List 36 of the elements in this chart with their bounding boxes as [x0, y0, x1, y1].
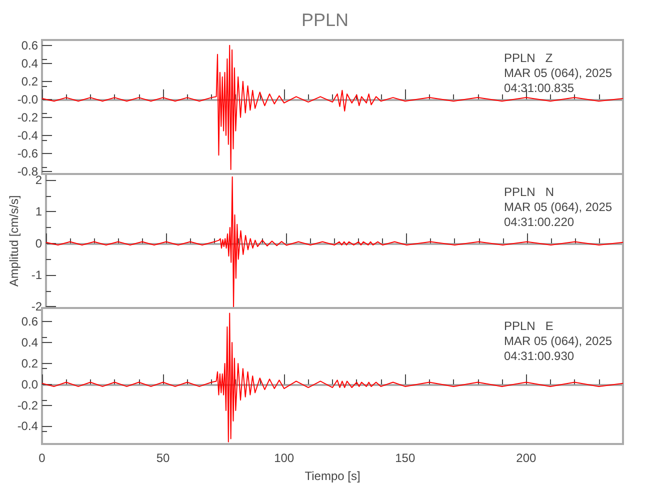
annotation: 04:31:00.930 [504, 349, 574, 363]
y-tick-label: 0.4 [21, 56, 38, 70]
y-tick-label: 0 [35, 236, 42, 250]
chart-title: PPLN [301, 10, 349, 30]
x-tick-label: 150 [395, 451, 416, 465]
x-tick-label: 200 [516, 451, 536, 465]
y-tick-label: 0.2 [21, 356, 38, 370]
annotation: MAR 05 (064), 2025 [504, 334, 612, 348]
y-axis-title: Amplitud [cm/s/s] [7, 195, 21, 287]
y-tick-label: 0.2 [21, 74, 38, 88]
y-tick-label: -0.0 [17, 92, 38, 106]
y-tick-label: 0.0 [21, 377, 38, 392]
annotation: 04:31:00.220 [504, 215, 574, 229]
y-tick-label: 1 [35, 204, 42, 219]
line-series [42, 312, 624, 442]
x-axis-title: Tiempo [s] [304, 469, 360, 483]
annotation: 04:31:00.835 [504, 81, 574, 95]
x-tick-label: 50 [156, 451, 170, 465]
y-tick-label: -0.2 [17, 110, 38, 124]
annotation: MAR 05 (064), 2025 [504, 66, 612, 80]
annotation: PPLN E [504, 319, 554, 333]
y-tick-label: -2 [31, 300, 42, 314]
y-tick-label: -0.6 [17, 146, 38, 160]
y-tick-label: 0.6 [21, 38, 38, 52]
y-tick-label: -0.2 [17, 398, 38, 412]
y-tick-label: -0.4 [17, 128, 38, 142]
line-series [46, 176, 624, 308]
y-tick-label: -0.4 [17, 419, 38, 434]
y-tick-label: 0.4 [21, 336, 38, 350]
annotation: PPLN Z [504, 51, 553, 65]
y-tick-label: -1 [31, 268, 42, 282]
annotation: PPLN N [504, 185, 554, 199]
line-series [42, 44, 624, 170]
x-tick-label: 100 [274, 451, 294, 465]
annotation: MAR 05 (064), 2025 [504, 200, 612, 214]
y-tick-label: 0.6 [21, 314, 38, 329]
